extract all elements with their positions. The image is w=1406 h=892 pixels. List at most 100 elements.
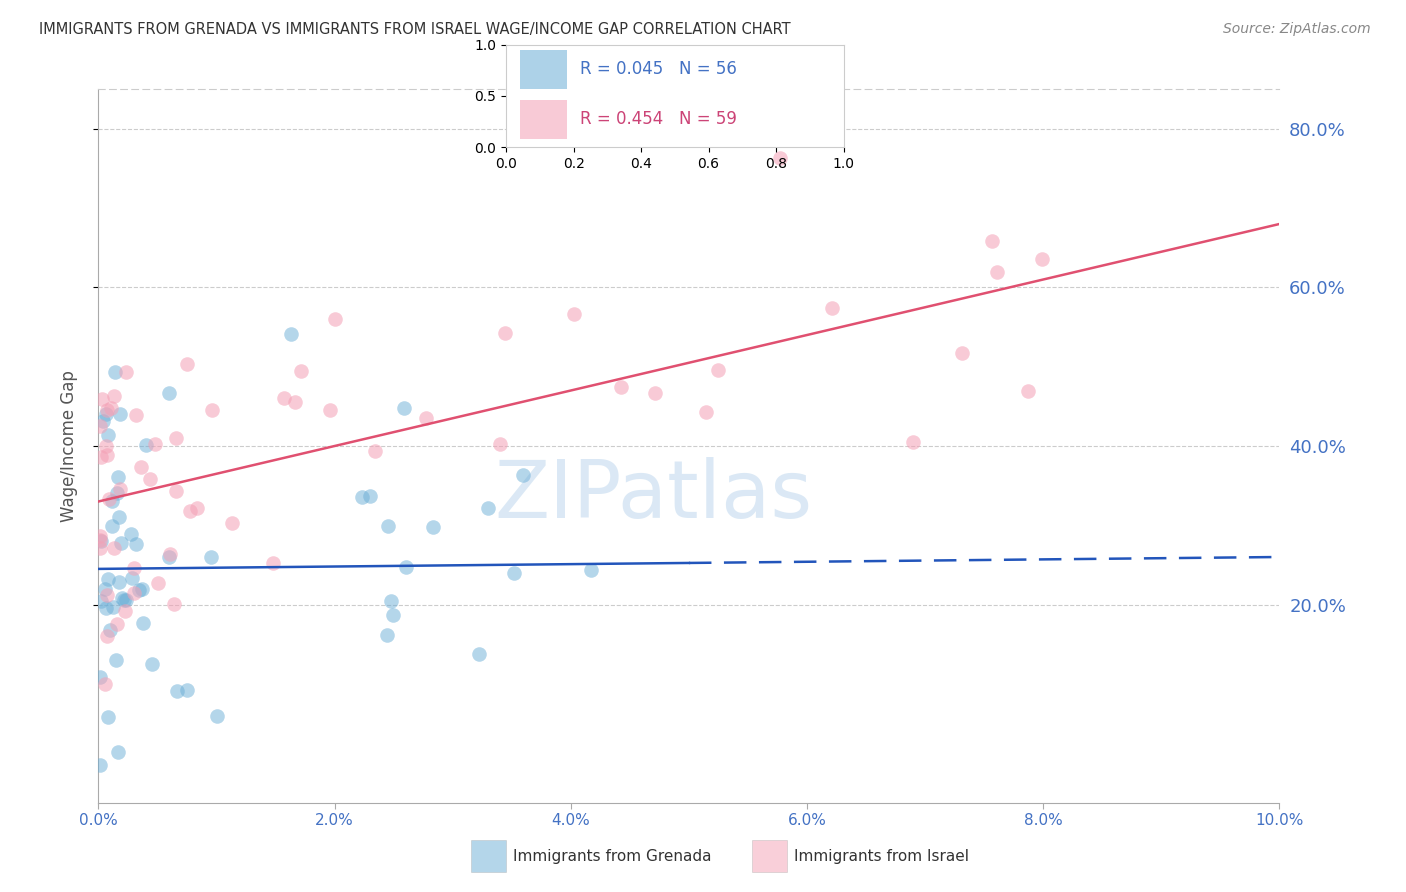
Point [381, 607, 404, 622]
Point [110, 535, 132, 549]
Point [562, 307, 585, 321]
Point [108, 482, 131, 496]
Point [364, 444, 387, 458]
Text: Immigrants from Grenada: Immigrants from Grenada [513, 849, 711, 863]
Point [132, 615, 155, 630]
Point [377, 518, 399, 533]
Point [695, 404, 717, 418]
Point [179, 504, 201, 518]
Point [125, 537, 148, 551]
Point [200, 550, 222, 565]
Text: IMMIGRANTS FROM GRENADA VS IMMIGRANTS FROM ISRAEL WAGE/INCOME GAP CORRELATION CH: IMMIGRANTS FROM GRENADA VS IMMIGRANTS FR… [39, 22, 792, 37]
Point [262, 556, 284, 570]
Point [94, 601, 117, 615]
Point [97, 428, 120, 442]
Point [96, 448, 118, 462]
Point [610, 380, 633, 394]
Point [100, 401, 122, 416]
Point [768, 151, 790, 165]
Text: Source: ZipAtlas.com: Source: ZipAtlas.com [1223, 22, 1371, 37]
Point [107, 745, 129, 759]
Point [352, 490, 374, 504]
Point [101, 599, 124, 614]
Point [494, 326, 516, 340]
Point [125, 408, 148, 422]
Point [165, 483, 187, 498]
Point [468, 647, 491, 661]
Point [110, 407, 132, 421]
Point [422, 520, 444, 534]
Point [1017, 384, 1039, 398]
Point [176, 357, 198, 371]
Point [94, 439, 117, 453]
Point [89, 541, 111, 555]
Point [89, 529, 111, 543]
Point [107, 469, 129, 483]
Point [579, 563, 602, 577]
Point [273, 391, 295, 405]
Point [139, 472, 162, 486]
Point [395, 560, 418, 574]
Point [820, 301, 842, 315]
Point [97, 709, 120, 723]
Point [707, 363, 730, 377]
Point [91, 414, 114, 428]
Point [986, 264, 1008, 278]
Bar [520, 50, 567, 88]
Point [128, 583, 150, 598]
Point [512, 468, 534, 483]
Point [477, 501, 499, 516]
Point [90, 594, 112, 608]
Y-axis label: Wage/Income Gap: Wage/Income Gap [59, 370, 77, 522]
Point [950, 346, 973, 360]
Point [392, 401, 415, 416]
Text: R = 0.045   N = 56: R = 0.045 N = 56 [581, 61, 737, 78]
Point [94, 677, 117, 691]
Point [96, 588, 118, 602]
Point [201, 402, 224, 417]
Point [101, 519, 124, 533]
Point [280, 326, 302, 341]
Point [98, 623, 121, 637]
Point [221, 516, 243, 530]
Point [120, 527, 142, 541]
Point [165, 430, 187, 444]
Point [89, 533, 111, 547]
Point [502, 566, 524, 580]
Point [124, 586, 146, 600]
Point [90, 392, 112, 406]
Text: ZIPatlas: ZIPatlas [495, 457, 813, 535]
Point [96, 402, 118, 417]
Point [980, 234, 1002, 248]
Point [903, 435, 925, 450]
Point [159, 547, 181, 561]
Point [90, 450, 112, 464]
Point [1031, 252, 1053, 267]
Point [108, 510, 131, 524]
Point [96, 629, 118, 643]
Point [115, 365, 138, 379]
Point [89, 758, 111, 772]
Point [489, 437, 512, 451]
Point [284, 395, 307, 409]
Point [105, 486, 128, 500]
Point [111, 591, 134, 605]
Point [163, 597, 186, 611]
Point [114, 592, 136, 607]
Point [121, 571, 143, 585]
Point [97, 572, 120, 586]
Point [103, 541, 125, 555]
Point [97, 491, 120, 506]
Point [176, 682, 198, 697]
Point [148, 576, 170, 591]
Point [107, 617, 129, 632]
Point [359, 490, 381, 504]
Point [186, 501, 208, 516]
Point [94, 582, 117, 596]
Point [122, 561, 145, 575]
Point [141, 657, 163, 671]
Point [103, 389, 125, 403]
Text: R = 0.454   N = 59: R = 0.454 N = 59 [581, 111, 737, 128]
Point [135, 438, 157, 452]
Point [101, 494, 124, 508]
